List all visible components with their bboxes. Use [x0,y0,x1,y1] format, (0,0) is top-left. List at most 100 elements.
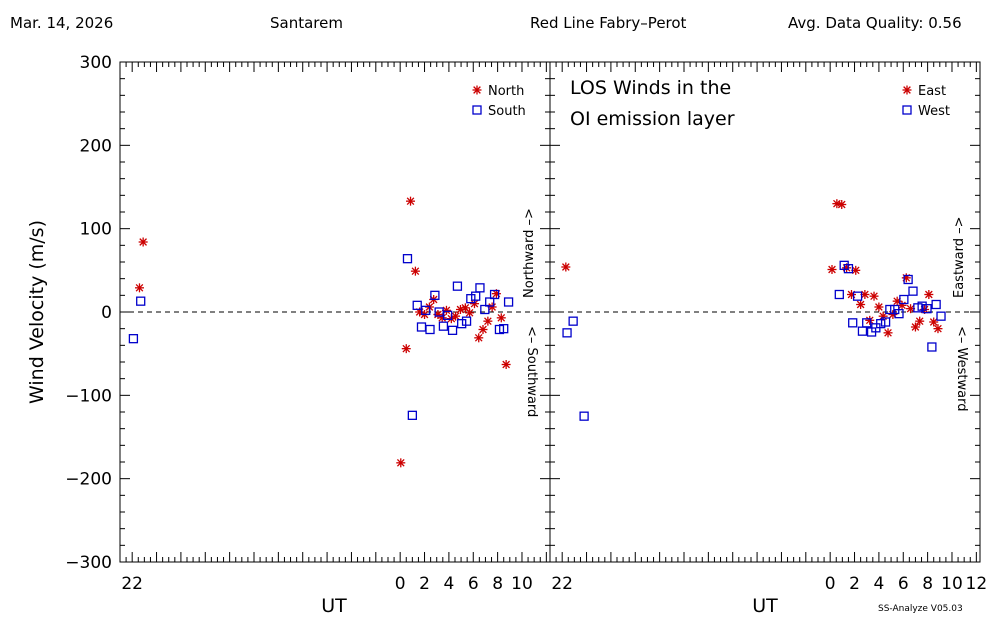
east-legend-marker [902,85,912,95]
west-point [885,304,895,315]
south-point [452,281,463,291]
x-tick-label: 6 [898,574,909,594]
south-point [443,310,453,320]
north-point [496,313,506,323]
x-tick-label: 2 [419,574,430,594]
north-south-positive-direction-label: Northward –> [522,208,537,298]
west-point [917,301,927,311]
north-point [465,308,475,318]
west-point [862,318,872,328]
south-point [136,296,146,306]
south-point [425,324,435,335]
south-point [447,325,458,335]
x-tick-label: 8 [492,574,503,594]
east-west-negative-direction-label: <– Westward [954,326,969,411]
west-point [843,264,854,274]
y-tick-label: −100 [65,386,112,406]
east-point [910,322,920,332]
y-tick-label: 200 [80,136,112,156]
y-tick-label: 300 [80,53,112,73]
west-point [922,304,932,314]
south-point [480,304,490,315]
west-point [579,411,589,421]
x-tick-label: 10 [941,574,963,594]
east-point [924,290,934,299]
north-legend-marker [472,85,482,95]
x-tick-label: 10 [511,574,533,594]
y-tick-label: −200 [65,470,112,490]
north-point [478,325,488,334]
east-point [874,302,884,312]
east-point [869,291,879,301]
west-point [852,291,863,301]
north-point [501,360,511,369]
south-point [457,319,467,329]
south-point [466,294,476,304]
west-point [894,309,904,319]
west-point [903,274,913,285]
south-point [503,297,514,307]
version-label: SS-Analyze V05.03 [878,604,963,614]
date-label: Mar. 14, 2026 [10,14,114,32]
east-point [865,315,875,325]
west-point [899,294,909,305]
x-axis-label: UT [752,595,778,617]
east-point [561,262,571,272]
chart-title-line: OI emission layer [570,108,735,130]
south-point [499,324,509,334]
south-point [412,300,422,310]
x-tick-label: 2 [849,574,860,594]
y-tick-label: 0 [101,303,112,323]
north-south-negative-direction-label: <– Southward [524,326,539,417]
north-legend-label: North [488,84,524,99]
north-point [410,266,420,276]
north-point [134,283,144,293]
east-point [860,290,870,299]
x-tick-label: 0 [825,574,836,594]
west-point [857,326,868,336]
x-tick-label: 22 [551,574,573,594]
north-point [401,344,411,354]
west-point [927,342,937,352]
west-legend-label: West [918,104,950,119]
west-point [936,311,946,321]
x-tick-label: 0 [395,574,406,594]
south-point [128,334,139,344]
east-point [901,273,911,283]
north-point [138,237,148,247]
south-point [475,283,485,293]
west-point [931,299,941,310]
east-point [846,290,856,299]
x-tick-label: 4 [443,574,454,594]
y-axis-label: Wind Velocity (m/s) [26,220,48,404]
west-point [834,289,844,300]
south-legend-marker [472,105,482,115]
south-point [416,322,427,332]
west-point [562,328,572,338]
east-point [837,200,847,209]
x-tick-label: 12 [966,574,988,594]
x-tick-label: 4 [873,574,884,594]
south-point [461,316,472,326]
x-axis-label: UT [321,595,347,617]
south-point [430,290,440,300]
north-point [396,458,406,468]
south-point [407,410,418,420]
north-point [437,313,447,323]
west-point [880,317,891,327]
east-legend-label: East [918,84,946,99]
south-point [471,291,481,301]
east-west-panel: 22 0 2 4 6 8 10 12 UT Eastward –> <– Westward LOS W… [549,61,988,617]
north-point [483,316,493,326]
quality-label: Avg. Data Quality: 0.56 [788,14,962,32]
east-point [929,317,939,327]
east-point [827,265,837,274]
y-tick-label: 100 [80,220,112,240]
south-legend-label: South [488,104,526,119]
west-legend-marker [902,105,912,115]
north-point [451,311,461,321]
y-tick-label: −300 [65,553,112,573]
chart-title-line: LOS Winds in the [570,77,731,99]
